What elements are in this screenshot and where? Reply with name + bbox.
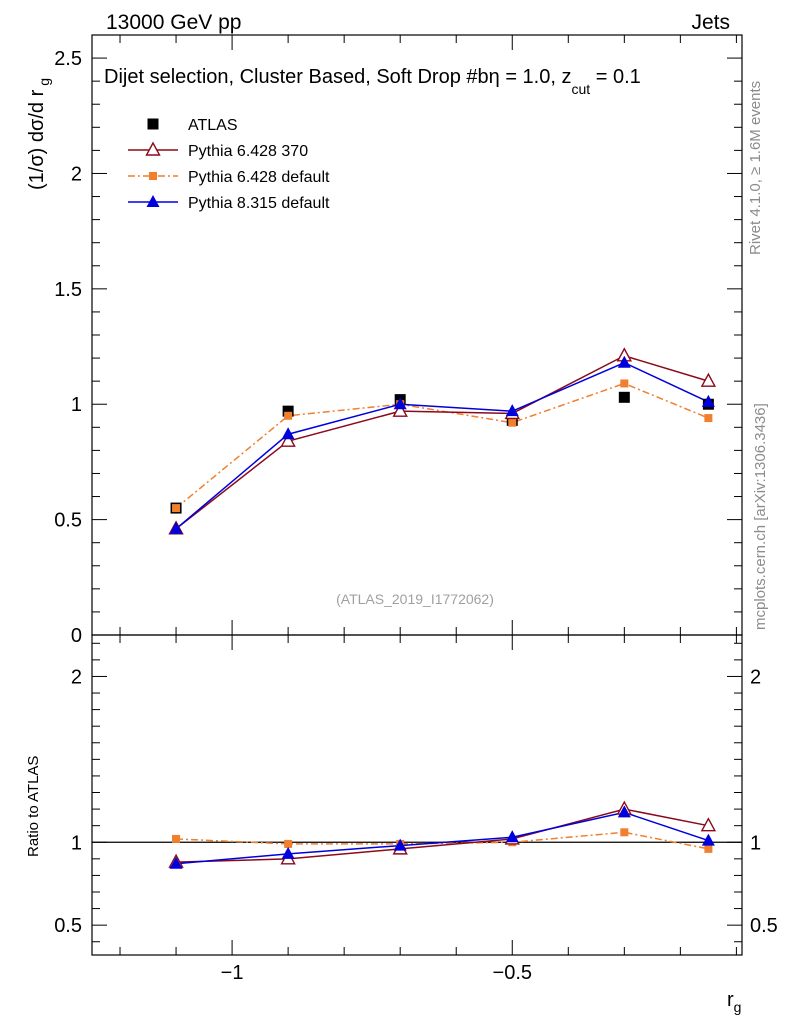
legend-label-atlas: ATLAS <box>188 117 238 134</box>
data-point-pythia-6-428-370 <box>700 372 717 387</box>
ratio-point-pythia-6-428-370 <box>700 817 717 832</box>
ratio-line-pythia-6-428-370 <box>176 808 709 863</box>
legend: ATLAS Pythia 6.428 370 Pythia 6.428 defaul… <box>128 117 330 212</box>
header-left: 13000 GeV pp <box>106 11 241 34</box>
main-y-axis-label-sub: g <box>36 78 52 86</box>
data-point-pythia-8-315-default <box>701 394 715 407</box>
main-y-tick-label: 0.5 <box>54 510 82 532</box>
legend-marker-atlas <box>147 118 159 130</box>
x-tick-label: −1 <box>221 962 244 984</box>
plot-title-end: = 0.1 <box>590 66 641 88</box>
ratio-point-pythia-8-315-default <box>281 846 295 859</box>
main-y-tick-label: 2.5 <box>54 48 82 70</box>
data-point-pythia-8-315-default <box>281 427 295 440</box>
legend-marker-pythia-6-428-370 <box>145 141 161 156</box>
ratio-series-group <box>168 800 717 869</box>
main-y-tick-label: 1.5 <box>54 279 82 301</box>
main-axis-ticks: 0 0.5 1 1.5 2 2.5 −1 −0.5 <box>54 35 742 984</box>
ratio-point-pythia-8-315-default <box>505 830 519 843</box>
ratio-y-tick-label-right: 1 <box>750 832 761 854</box>
ratio-point-pythia-8-315-default <box>169 856 183 869</box>
ratio-point-pythia-6-428-default <box>620 828 629 837</box>
x-axis-label-sub: g <box>734 999 742 1015</box>
ratio-line-pythia-8-315-default <box>175 811 709 865</box>
ratio-y-tick-label: 0.5 <box>54 915 82 937</box>
main-y-tick-label: 2 <box>71 163 82 185</box>
plot-title-main: Dijet selection, Cluster Based, Soft Dro… <box>104 66 489 88</box>
ratio-axis-ticks: 0.5 0.5 1 1 2 2 <box>54 642 778 943</box>
data-point-pythia-8-315-default <box>169 521 183 534</box>
ratio-plot-frame <box>91 634 743 956</box>
data-point-atlas <box>282 405 294 417</box>
main-y-tick-label: 1 <box>71 394 82 416</box>
ratio-point-pythia-6-428-default <box>284 839 293 848</box>
data-point-pythia-6-428-default <box>172 504 181 513</box>
ratio-y-tick-label: 2 <box>71 666 82 688</box>
data-point-pythia-8-315-default <box>617 355 631 368</box>
data-point-pythia-6-428-370 <box>392 402 408 417</box>
analysis-id: (ATLAS_2019_I1772062) <box>336 591 494 607</box>
ratio-point-pythia-6-428-default <box>704 844 713 853</box>
ratio-point-pythia-6-428-default <box>172 834 181 843</box>
ratio-y-tick-label-right: 0.5 <box>750 915 778 937</box>
legend-label-pythia-6-428-370: Pythia 6.428 370 <box>188 143 308 160</box>
ratio-y-tick-label: 1 <box>71 832 82 854</box>
data-point-atlas <box>618 391 630 403</box>
legend-marker-pythia-6-428-default <box>149 172 157 180</box>
data-point-pythia-6-428-default <box>620 379 629 388</box>
x-axis-label-text: r <box>727 989 734 1011</box>
x-tick-label: −0.5 <box>493 962 532 984</box>
data-point-pythia-6-428-default <box>284 411 293 420</box>
legend-label-pythia-6-428-default: Pythia 6.428 default <box>188 169 330 186</box>
ratio-point-pythia-8-315-default <box>617 805 631 818</box>
main-y-axis-label-text: (1/σ) dσ/d r <box>26 89 48 190</box>
ratio-point-pythia-8-315-default <box>393 838 407 851</box>
plot-title: Dijet selection, Cluster Based, Soft Dro… <box>104 66 641 97</box>
legend-label-pythia-8-315-default: Pythia 8.315 default <box>188 195 330 212</box>
data-point-pythia-6-428-default <box>704 414 713 423</box>
main-y-axis-label: (1/σ) dσ/d r g <box>26 78 52 190</box>
rivet-side-text: Rivet 4.1.0, ≥ 1.6M events <box>747 81 764 255</box>
main-series-group <box>168 347 717 535</box>
ratio-point-pythia-8-315-default <box>701 833 715 846</box>
series-line-pythia-6-428-370 <box>175 354 709 530</box>
ratio-y-tick-label-right: 2 <box>750 666 761 688</box>
plot-title-sub: cut <box>571 81 590 97</box>
header-right: Jets <box>691 11 730 34</box>
ratio-line-pythia-6-428-default <box>176 831 709 850</box>
plot-title-suffix: η = 1.0, z <box>489 66 572 88</box>
legend-marker-pythia-8-315-default <box>146 195 160 207</box>
x-axis-label: rg <box>727 989 741 1015</box>
data-point-pythia-8-315-default <box>505 404 519 417</box>
mcplots-side-text: mcplots.cern.ch [arXiv:1306.3436] <box>752 403 769 630</box>
ratio-y-axis-label: Ratio to ATLAS <box>25 756 42 857</box>
series-line-pythia-6-428-default <box>175 382 709 509</box>
data-point-pythia-6-428-default <box>508 418 517 427</box>
series-line-pythia-8-315-default <box>175 361 709 530</box>
data-point-pythia-6-428-370 <box>280 432 296 447</box>
data-point-pythia-8-315-default <box>393 397 407 410</box>
main-y-tick-label: 0 <box>71 625 82 647</box>
